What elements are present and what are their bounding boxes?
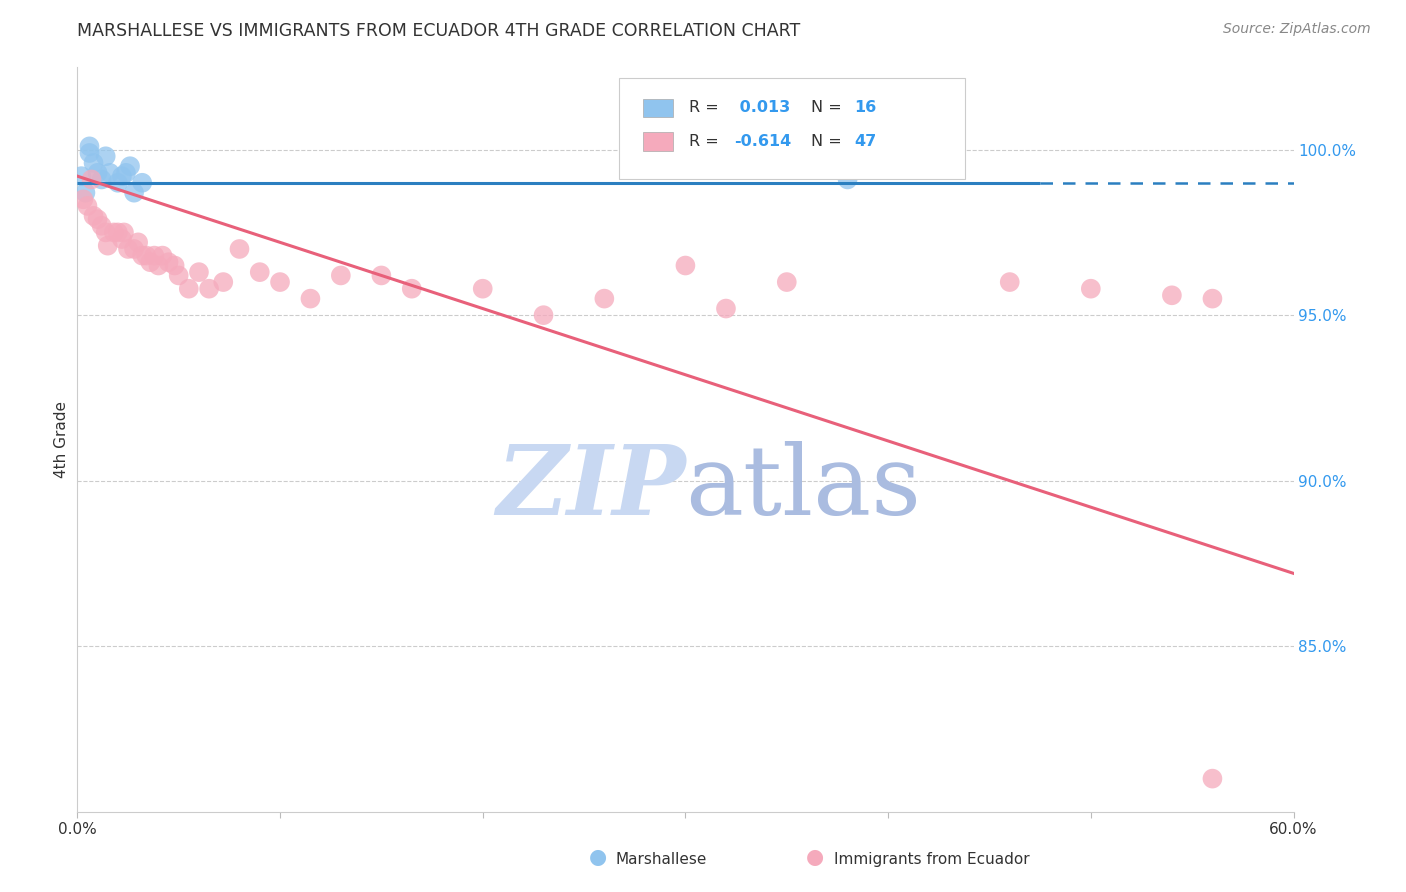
Point xyxy=(143,249,166,263)
Point xyxy=(177,282,200,296)
Point xyxy=(86,212,108,227)
Point xyxy=(94,149,117,163)
Point xyxy=(107,226,129,240)
Text: 16: 16 xyxy=(855,101,877,115)
Text: ●: ● xyxy=(807,847,824,867)
Text: R =: R = xyxy=(689,101,724,115)
Point xyxy=(135,249,157,263)
Point xyxy=(127,235,149,250)
Text: -0.614: -0.614 xyxy=(734,134,792,149)
Point xyxy=(80,172,103,186)
Point xyxy=(163,259,186,273)
Point xyxy=(122,242,145,256)
FancyBboxPatch shape xyxy=(643,98,673,117)
Text: MARSHALLESE VS IMMIGRANTS FROM ECUADOR 4TH GRADE CORRELATION CHART: MARSHALLESE VS IMMIGRANTS FROM ECUADOR 4… xyxy=(77,22,800,40)
Text: N =: N = xyxy=(811,134,846,149)
FancyBboxPatch shape xyxy=(619,78,965,178)
Point xyxy=(269,275,291,289)
Point xyxy=(115,166,138,180)
Point xyxy=(1201,292,1223,306)
Point xyxy=(714,301,737,316)
Point xyxy=(249,265,271,279)
Point xyxy=(86,166,108,180)
Point xyxy=(212,275,235,289)
Point xyxy=(675,259,697,273)
Point xyxy=(152,249,174,263)
Text: Source: ZipAtlas.com: Source: ZipAtlas.com xyxy=(1223,22,1371,37)
Point xyxy=(131,176,153,190)
Point xyxy=(1161,288,1184,302)
Text: R =: R = xyxy=(689,134,724,149)
FancyBboxPatch shape xyxy=(643,132,673,151)
Point xyxy=(107,176,129,190)
Point xyxy=(72,192,94,206)
Point xyxy=(329,268,352,283)
Text: ●: ● xyxy=(589,847,606,867)
Point xyxy=(103,226,125,240)
Point xyxy=(188,265,211,279)
Point xyxy=(148,259,170,273)
Y-axis label: 4th Grade: 4th Grade xyxy=(53,401,69,478)
Point xyxy=(90,172,112,186)
Point xyxy=(76,199,98,213)
Point xyxy=(157,255,180,269)
Text: Immigrants from Ecuador: Immigrants from Ecuador xyxy=(834,852,1029,867)
Point xyxy=(228,242,250,256)
Point xyxy=(877,153,900,167)
Point xyxy=(79,139,101,153)
Point xyxy=(131,249,153,263)
Text: ZIP: ZIP xyxy=(496,441,686,534)
Point xyxy=(401,282,423,296)
Point xyxy=(122,186,145,200)
Text: atlas: atlas xyxy=(686,441,921,534)
Point xyxy=(83,156,105,170)
Point xyxy=(111,232,134,246)
Point xyxy=(139,255,162,269)
Point xyxy=(593,292,616,306)
Point xyxy=(299,292,322,306)
Point xyxy=(98,166,121,180)
Point xyxy=(83,209,105,223)
Point xyxy=(167,268,190,283)
Point xyxy=(79,145,101,160)
Point xyxy=(370,268,392,283)
Point xyxy=(198,282,221,296)
Point xyxy=(75,186,97,200)
Point xyxy=(837,172,859,186)
Text: 47: 47 xyxy=(855,134,877,149)
Text: 0.013: 0.013 xyxy=(734,101,790,115)
Point xyxy=(471,282,494,296)
Point xyxy=(70,169,93,183)
Point xyxy=(533,308,555,322)
Point xyxy=(998,275,1021,289)
Point xyxy=(1201,772,1223,786)
Point xyxy=(117,242,139,256)
Point xyxy=(97,238,120,252)
Point xyxy=(90,219,112,233)
Text: Marshallese: Marshallese xyxy=(616,852,707,867)
Point xyxy=(1080,282,1102,296)
Point xyxy=(94,226,117,240)
Point xyxy=(118,159,141,173)
Point xyxy=(112,226,135,240)
Point xyxy=(111,169,134,183)
Point xyxy=(776,275,799,289)
Text: N =: N = xyxy=(811,101,846,115)
